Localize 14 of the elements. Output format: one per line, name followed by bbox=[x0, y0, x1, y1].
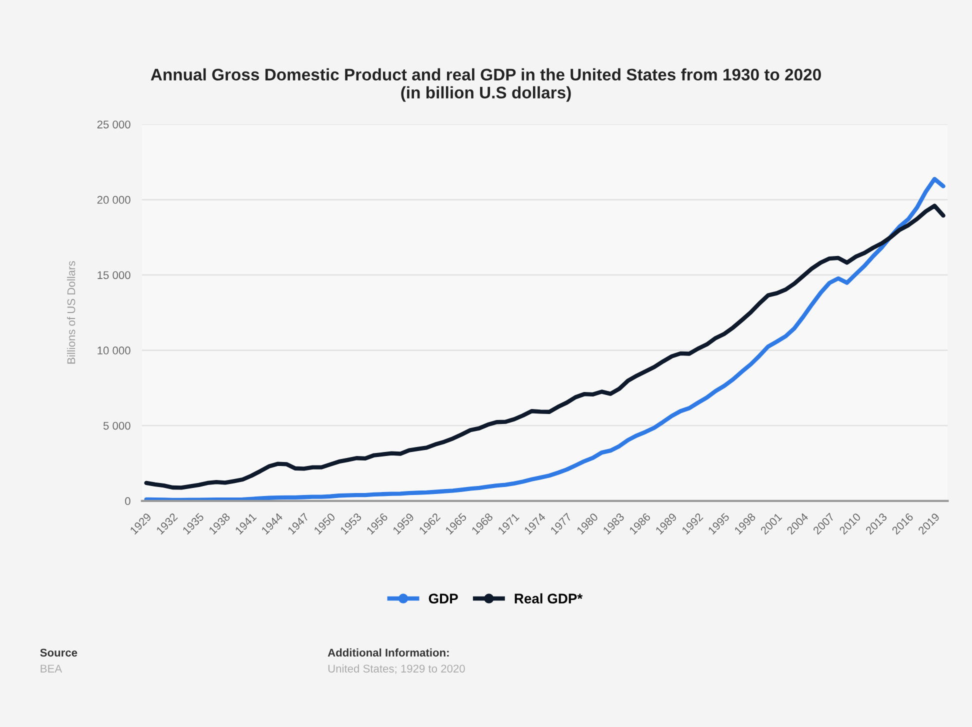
text: Additional Information: bbox=[328, 648, 449, 657]
y-axis-title: Billions of US Dollars bbox=[67, 261, 76, 364]
text: BEA bbox=[40, 664, 62, 672]
y-tick-label: 15 000 bbox=[98, 271, 130, 280]
y-tick-label: 25 000 bbox=[97, 120, 130, 128]
y-tick-label: 10 000 bbox=[98, 346, 130, 354]
legend-label: Real GDP* bbox=[514, 593, 583, 604]
text: United States; 1929 to 2020 bbox=[328, 664, 465, 674]
y-tick-label: 0 bbox=[125, 497, 130, 506]
chart-title: Annual Gross Domestic Product and real GDP in the United States from 1930 to 2020 (in billion U.S dollars) bbox=[150, 68, 821, 102]
legend-label: GDP bbox=[428, 594, 458, 604]
text: Source bbox=[40, 648, 78, 657]
y-tick-label: 5 000 bbox=[103, 422, 130, 430]
y-tick-label: 20 000 bbox=[97, 196, 130, 204]
